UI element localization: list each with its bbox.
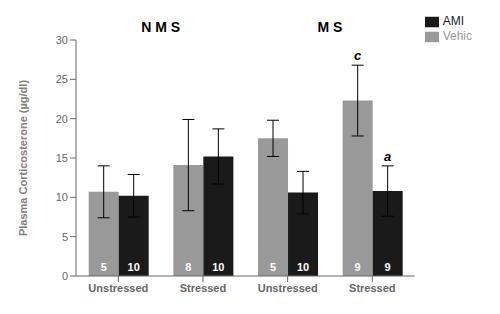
svg-text:Plasma Corticosterone (µg/dl): Plasma Corticosterone (µg/dl) [17,80,29,236]
svg-text:5: 5 [62,231,68,243]
svg-text:10: 10 [212,261,224,273]
svg-text:15: 15 [56,152,68,164]
svg-text:a: a [384,149,391,164]
html-text:Vehic: Vehic [442,28,472,43]
svg-text:9: 9 [355,261,361,273]
svg-text:Unstressed: Unstressed [258,282,318,294]
svg-text:Stressed: Stressed [180,282,226,294]
svg-text:c: c [354,48,362,63]
svg-text:10: 10 [56,191,68,203]
svg-text:25: 25 [56,73,68,85]
svg-text:10: 10 [297,261,309,273]
svg-text:20: 20 [56,113,68,125]
svg-text:5: 5 [270,261,276,273]
svg-text:10: 10 [128,261,140,273]
svg-text:0: 0 [62,270,68,282]
svg-text:Unstressed: Unstressed [88,282,148,294]
html-text:AMI: AMI [442,14,464,28]
svg-text:30: 30 [56,34,68,46]
svg-text:5: 5 [101,261,107,273]
svg-text:N M S: N M S [141,19,180,35]
svg-text:M S: M S [318,19,343,35]
svg-text:8: 8 [185,261,191,273]
svg-text:9: 9 [385,261,391,273]
svg-text:Stressed: Stressed [349,282,395,294]
